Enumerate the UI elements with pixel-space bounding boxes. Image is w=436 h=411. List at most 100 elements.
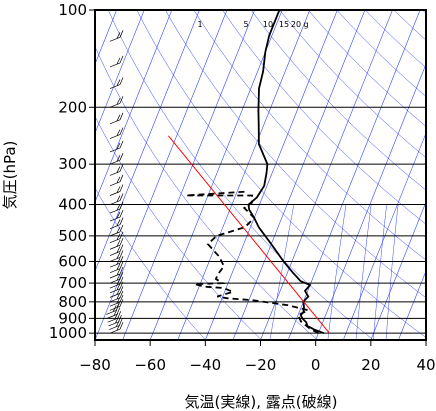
wind-barb-shaft <box>106 314 118 319</box>
x-tick-label: −80 <box>79 356 111 374</box>
wind-barb-flag <box>116 233 121 240</box>
wind-barb-shaft <box>108 321 119 327</box>
wind-barb-flag <box>116 240 121 247</box>
dry-adiabat-line <box>222 10 426 225</box>
mixing-ratio-labels: 1 5 10 15 20 g <box>197 20 308 29</box>
isotherm-line <box>342 132 426 340</box>
wind-barb-shaft <box>109 134 121 139</box>
x-axis-ticks: −80 −60 −40 −20 0 20 40 <box>79 340 436 374</box>
wind-barb-flag <box>116 176 121 183</box>
wind-barb-flag <box>119 217 124 225</box>
wind-barb-flag <box>119 266 124 275</box>
mixing-ratio-label: 20 <box>291 20 301 29</box>
plot-area <box>95 10 426 340</box>
wind-barb-shaft <box>109 224 121 230</box>
wind-barb-flag <box>119 286 124 294</box>
isotherm-line <box>122 10 255 340</box>
wind-barb-shaft <box>109 191 121 196</box>
wind-barb-shaft <box>109 278 121 284</box>
isotherm-line <box>232 10 366 340</box>
wind-barb-flag <box>116 219 121 226</box>
wind-barb-flag <box>116 195 121 202</box>
isotherm-line <box>425 339 426 340</box>
temperature-line <box>247 10 325 335</box>
mixing-ratio-line <box>269 204 295 340</box>
wind-barbs <box>106 1 124 334</box>
x-tick-label: 0 <box>311 356 321 374</box>
dry-adiabat-line <box>136 10 426 338</box>
wind-barb-flag <box>116 166 121 173</box>
wind-barb-flag <box>117 1 120 7</box>
dry-adiabat-line <box>279 10 426 158</box>
isotherm-line <box>205 10 338 340</box>
wind-barb-flag <box>119 193 124 201</box>
wind-barb-flag <box>119 77 124 85</box>
wind-barb-flag <box>116 226 121 234</box>
wind-barb-flag <box>119 231 124 239</box>
wind-barb-shaft <box>109 262 121 268</box>
mixing-ratio-label: 10 <box>263 20 273 29</box>
wind-barb-flag <box>119 224 124 233</box>
x-tick-label: 40 <box>416 356 435 374</box>
wind-barb-flag <box>119 322 124 330</box>
wind-barb-shaft <box>106 310 117 315</box>
mixing-ratio-line <box>327 204 347 340</box>
wind-barb-shaft <box>109 257 121 262</box>
mixing-ratio-label: 5 <box>243 20 248 29</box>
wind-barb-flag <box>116 98 121 105</box>
wind-barb-flag <box>116 288 121 295</box>
wind-barb-flag <box>116 57 121 65</box>
wind-barb-shaft <box>109 84 121 89</box>
wind-barb-flag <box>116 32 121 39</box>
wind-barb-flag <box>119 238 124 246</box>
y-tick-label: 900 <box>58 309 87 327</box>
wind-barb-flag <box>119 209 124 218</box>
y-axis-label: 気圧(hPa) <box>1 141 19 210</box>
wind-barb-flag <box>119 295 124 303</box>
mixing-ratio-line <box>385 204 399 340</box>
wind-barb-flag <box>119 127 124 135</box>
wind-barb-flag <box>119 201 124 210</box>
wind-barb-flag <box>119 261 124 269</box>
dry-adiabat-line <box>95 115 262 340</box>
dewpoint-line <box>185 190 319 334</box>
y-tick-label: 100 <box>58 1 87 19</box>
wind-barb-flag <box>116 268 121 276</box>
wind-barb-shaft <box>109 238 121 244</box>
x-tick-label: 20 <box>361 356 380 374</box>
grid <box>95 10 426 340</box>
wind-barb-shaft <box>109 147 121 153</box>
y-tick-label: 300 <box>58 155 87 173</box>
wind-barb-flag <box>116 252 121 259</box>
isotherm-line <box>260 10 393 340</box>
y-tick-label: 1000 <box>49 324 87 342</box>
wind-barb-shaft <box>109 181 121 187</box>
wind-barb-shaft <box>109 102 121 108</box>
wind-barb-flag <box>116 263 121 270</box>
x-axis-label: 気温(実線), 露点(破線) <box>185 393 338 411</box>
isotherm-line <box>370 201 426 340</box>
wind-barb-shaft <box>109 301 121 307</box>
x-tick-label: −40 <box>190 356 222 374</box>
wind-barb-flag <box>119 96 124 104</box>
wind-barb-flag <box>116 186 121 193</box>
wind-barb-flag <box>116 278 121 286</box>
wind-barb-flag <box>116 129 121 136</box>
wind-barb-flag <box>116 79 121 86</box>
wind-barb-flag <box>116 273 121 281</box>
y-tick-label: 200 <box>58 98 87 116</box>
y-tick-label: 700 <box>58 274 87 292</box>
wind-barb-flag <box>116 142 121 150</box>
wind-barb-shaft <box>107 317 118 323</box>
wind-barb-flag <box>119 244 124 252</box>
wind-barb-flag <box>116 211 121 219</box>
wind-barb-flag <box>119 153 124 161</box>
wind-barb-shaft <box>109 62 121 68</box>
y-tick-label: 400 <box>58 196 87 214</box>
mixing-ratio-line <box>355 204 372 340</box>
dry-adiabat-line <box>95 187 206 340</box>
wind-barb-flag <box>119 250 124 258</box>
parcel-line <box>168 135 330 334</box>
wind-barb-flag <box>116 114 121 121</box>
